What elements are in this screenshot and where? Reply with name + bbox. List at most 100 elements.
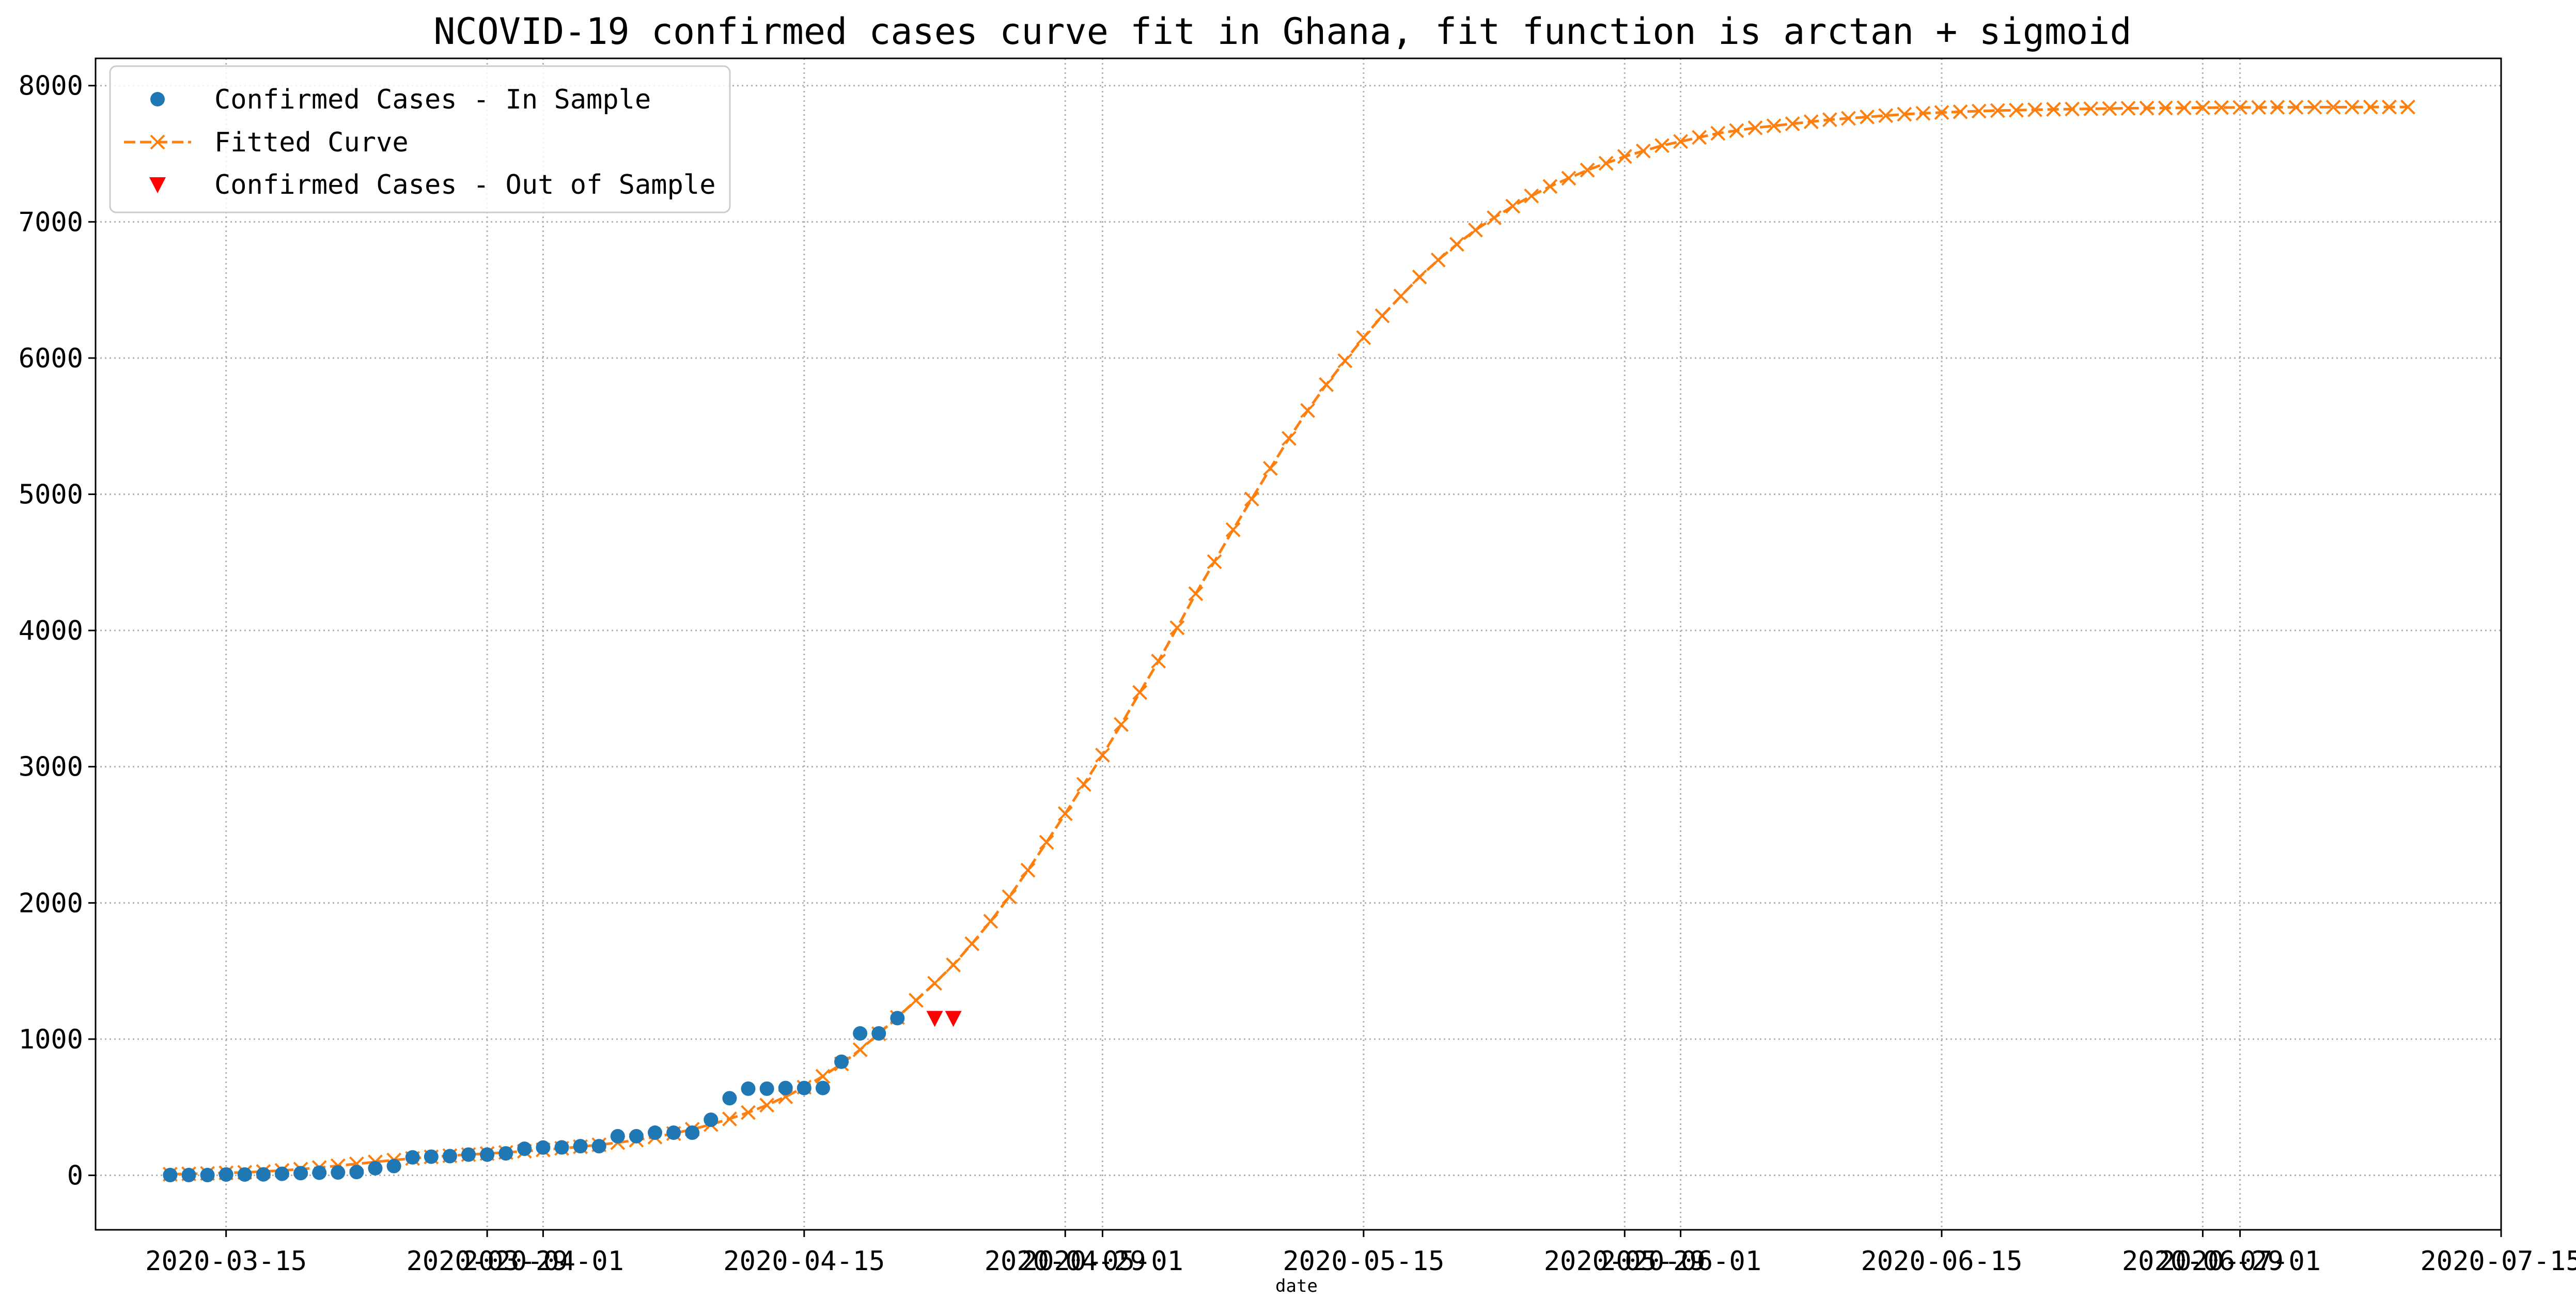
fitted-curve-point [2139,100,2155,116]
fitted-curve-point [1244,491,1259,507]
in-sample-point [610,1129,625,1144]
fitted-curve-point [1524,188,1539,204]
in-sample-point [685,1125,700,1140]
legend: Confirmed Cases - In Sample Fitted Curve C… [109,65,731,213]
fitted-curve-point [1282,431,1297,446]
fitted-curve-point [1953,104,1968,119]
fitted-curve-point [1971,103,1987,119]
x-marker-stroke [1095,747,1110,763]
x-marker-stroke [2288,100,2304,115]
x-tick-label: 2020-05-01 [1022,1246,1183,1277]
in-sample-point [331,1165,346,1180]
fitted-curve-point [1878,108,1894,123]
x-marker-stroke [2400,99,2415,115]
in-sample-point [554,1140,569,1155]
x-marker-stroke [1151,654,1166,669]
x-marker-stroke [1915,105,1931,121]
fitted-curve-point [2158,100,2173,116]
x-marker-stroke [1785,116,1800,131]
x-marker-stroke [2270,100,2285,115]
x-marker-stroke [1617,149,1632,164]
fitted-curve-point [1598,156,1614,171]
fitted-curve-point [2251,100,2267,115]
y-tick-label: 3000 [19,752,83,783]
x-marker-stroke [1710,126,1726,141]
x-marker-stroke [1393,288,1409,304]
legend-marker [150,92,165,106]
x-marker-stroke [1169,620,1185,636]
legend-label: Confirmed Cases - In Sample [214,84,651,115]
x-marker-stroke [1897,106,1912,122]
x-marker-stroke [1356,330,1371,345]
x-marker-stroke [1635,143,1651,159]
chart-title: NCOVID-19 confirmed cases curve fit in G… [433,10,2131,53]
x-axis-label: date [1275,1276,1318,1296]
y-tick-label: 2000 [19,888,83,919]
series-layer [162,99,2415,1183]
fitted-curve-point [1095,747,1110,763]
fitted-curve-point [2195,100,2210,115]
in-sample-point [759,1081,774,1096]
fitted-curve-point [1300,403,1315,418]
x-marker-stroke [1132,685,1148,700]
x-marker-stroke [1542,179,1558,194]
fitted-curve-point [1207,554,1222,569]
x-marker-stroke [1990,103,2005,118]
x-marker-stroke [722,1111,737,1126]
in-sample-point [349,1165,364,1180]
fitted-curve-point [983,914,998,929]
fitted-curve-point [1188,586,1204,601]
in-sample-point [312,1165,327,1180]
fitted-curve-point [2176,100,2192,116]
fitted-curve-point [2120,101,2136,116]
x-marker-stroke [1319,377,1334,392]
fitted-curve-point [815,1069,831,1084]
in-sample-point [666,1125,681,1140]
in-sample-point [163,1168,178,1183]
fitted-curve-point [1039,835,1054,850]
x-marker-stroke [1114,717,1129,732]
x-marker-stroke [1878,108,1894,123]
in-sample-point [591,1139,606,1154]
in-sample-point [797,1080,811,1095]
x-marker-stroke [983,914,998,929]
fitted-curve-point [1002,889,1017,904]
x-tick-label: 2020-05-15 [1283,1246,1444,1277]
fitted-curve-point [1729,123,1744,138]
fitted-curve-point [741,1105,756,1120]
x-marker-stroke [1076,777,1091,792]
fitted-curve-point [2288,100,2304,115]
fitted-curve-point [1076,777,1091,792]
x-marker-stroke [946,957,961,972]
x-marker-stroke [2102,101,2117,116]
in-sample-point [498,1146,513,1161]
fitted-curve-point [1337,353,1353,368]
x-marker-stroke [1375,308,1390,323]
x-marker-stroke [1207,554,1222,569]
fitted-curve-point [1803,114,1819,129]
x-marker-stroke [1188,586,1204,601]
fitted-curve-point [852,1042,868,1057]
fitted-curve-point [909,993,924,1008]
x-marker-stroke [1262,461,1278,476]
fitted-curve-point [1449,237,1464,252]
x-marker-stroke [2158,100,2173,116]
in-sample-point [573,1139,588,1154]
fitted-curve-point [1114,717,1129,732]
x-marker-stroke [1002,889,1017,904]
x-tick-label: 2020-03-29 [407,1246,568,1277]
x-marker-stroke [2214,100,2229,115]
fitted-curve-point [2344,99,2360,115]
legend-box [109,65,731,213]
in-sample-point [815,1080,830,1095]
ticks-layer: 0 1000 2000 3000 4000 5000 6000 7000 8000 2020-03… [19,71,2576,1277]
x-marker-stroke [2083,101,2099,116]
x-marker-stroke [1300,403,1315,418]
fitted-curve-point [1897,106,1912,122]
x-marker-stroke [1039,835,1054,850]
fitted-curve-point [1487,210,1502,225]
x-tick-label: 2020-06-01 [1600,1246,1761,1277]
x-marker-stroke [1747,120,1763,135]
